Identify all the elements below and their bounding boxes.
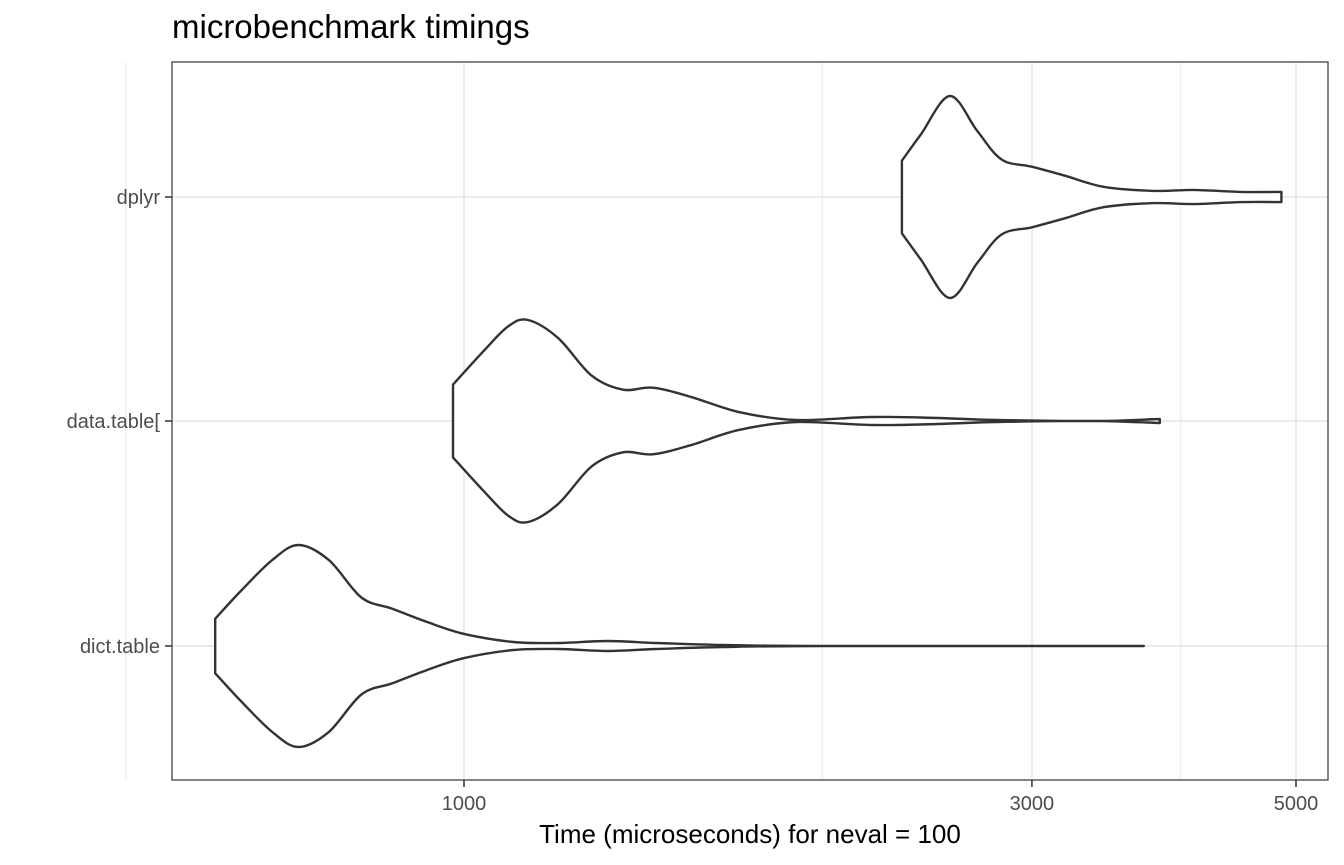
y-tick-label: data.table[ — [67, 411, 161, 433]
chart-title: microbenchmark timings — [172, 8, 530, 45]
x-axis: 1000 3000 5000 — [442, 780, 1319, 815]
x-tick-label: 3000 — [1010, 793, 1055, 815]
y-tick-label: dict.table — [80, 636, 160, 658]
violin-dplyr — [900, 94, 1283, 300]
x-axis-title: Time (microseconds) for neval = 100 — [539, 819, 961, 849]
y-tick-label: dplyr — [117, 187, 161, 209]
violin-dict-table — [214, 543, 1145, 749]
violin-data-table- — [451, 318, 1161, 524]
violins — [214, 94, 1283, 749]
x-tick-label: 1000 — [442, 793, 487, 815]
x-tick-label: 5000 — [1274, 793, 1319, 815]
y-axis: dplyr data.table[ dict.table — [67, 187, 172, 658]
